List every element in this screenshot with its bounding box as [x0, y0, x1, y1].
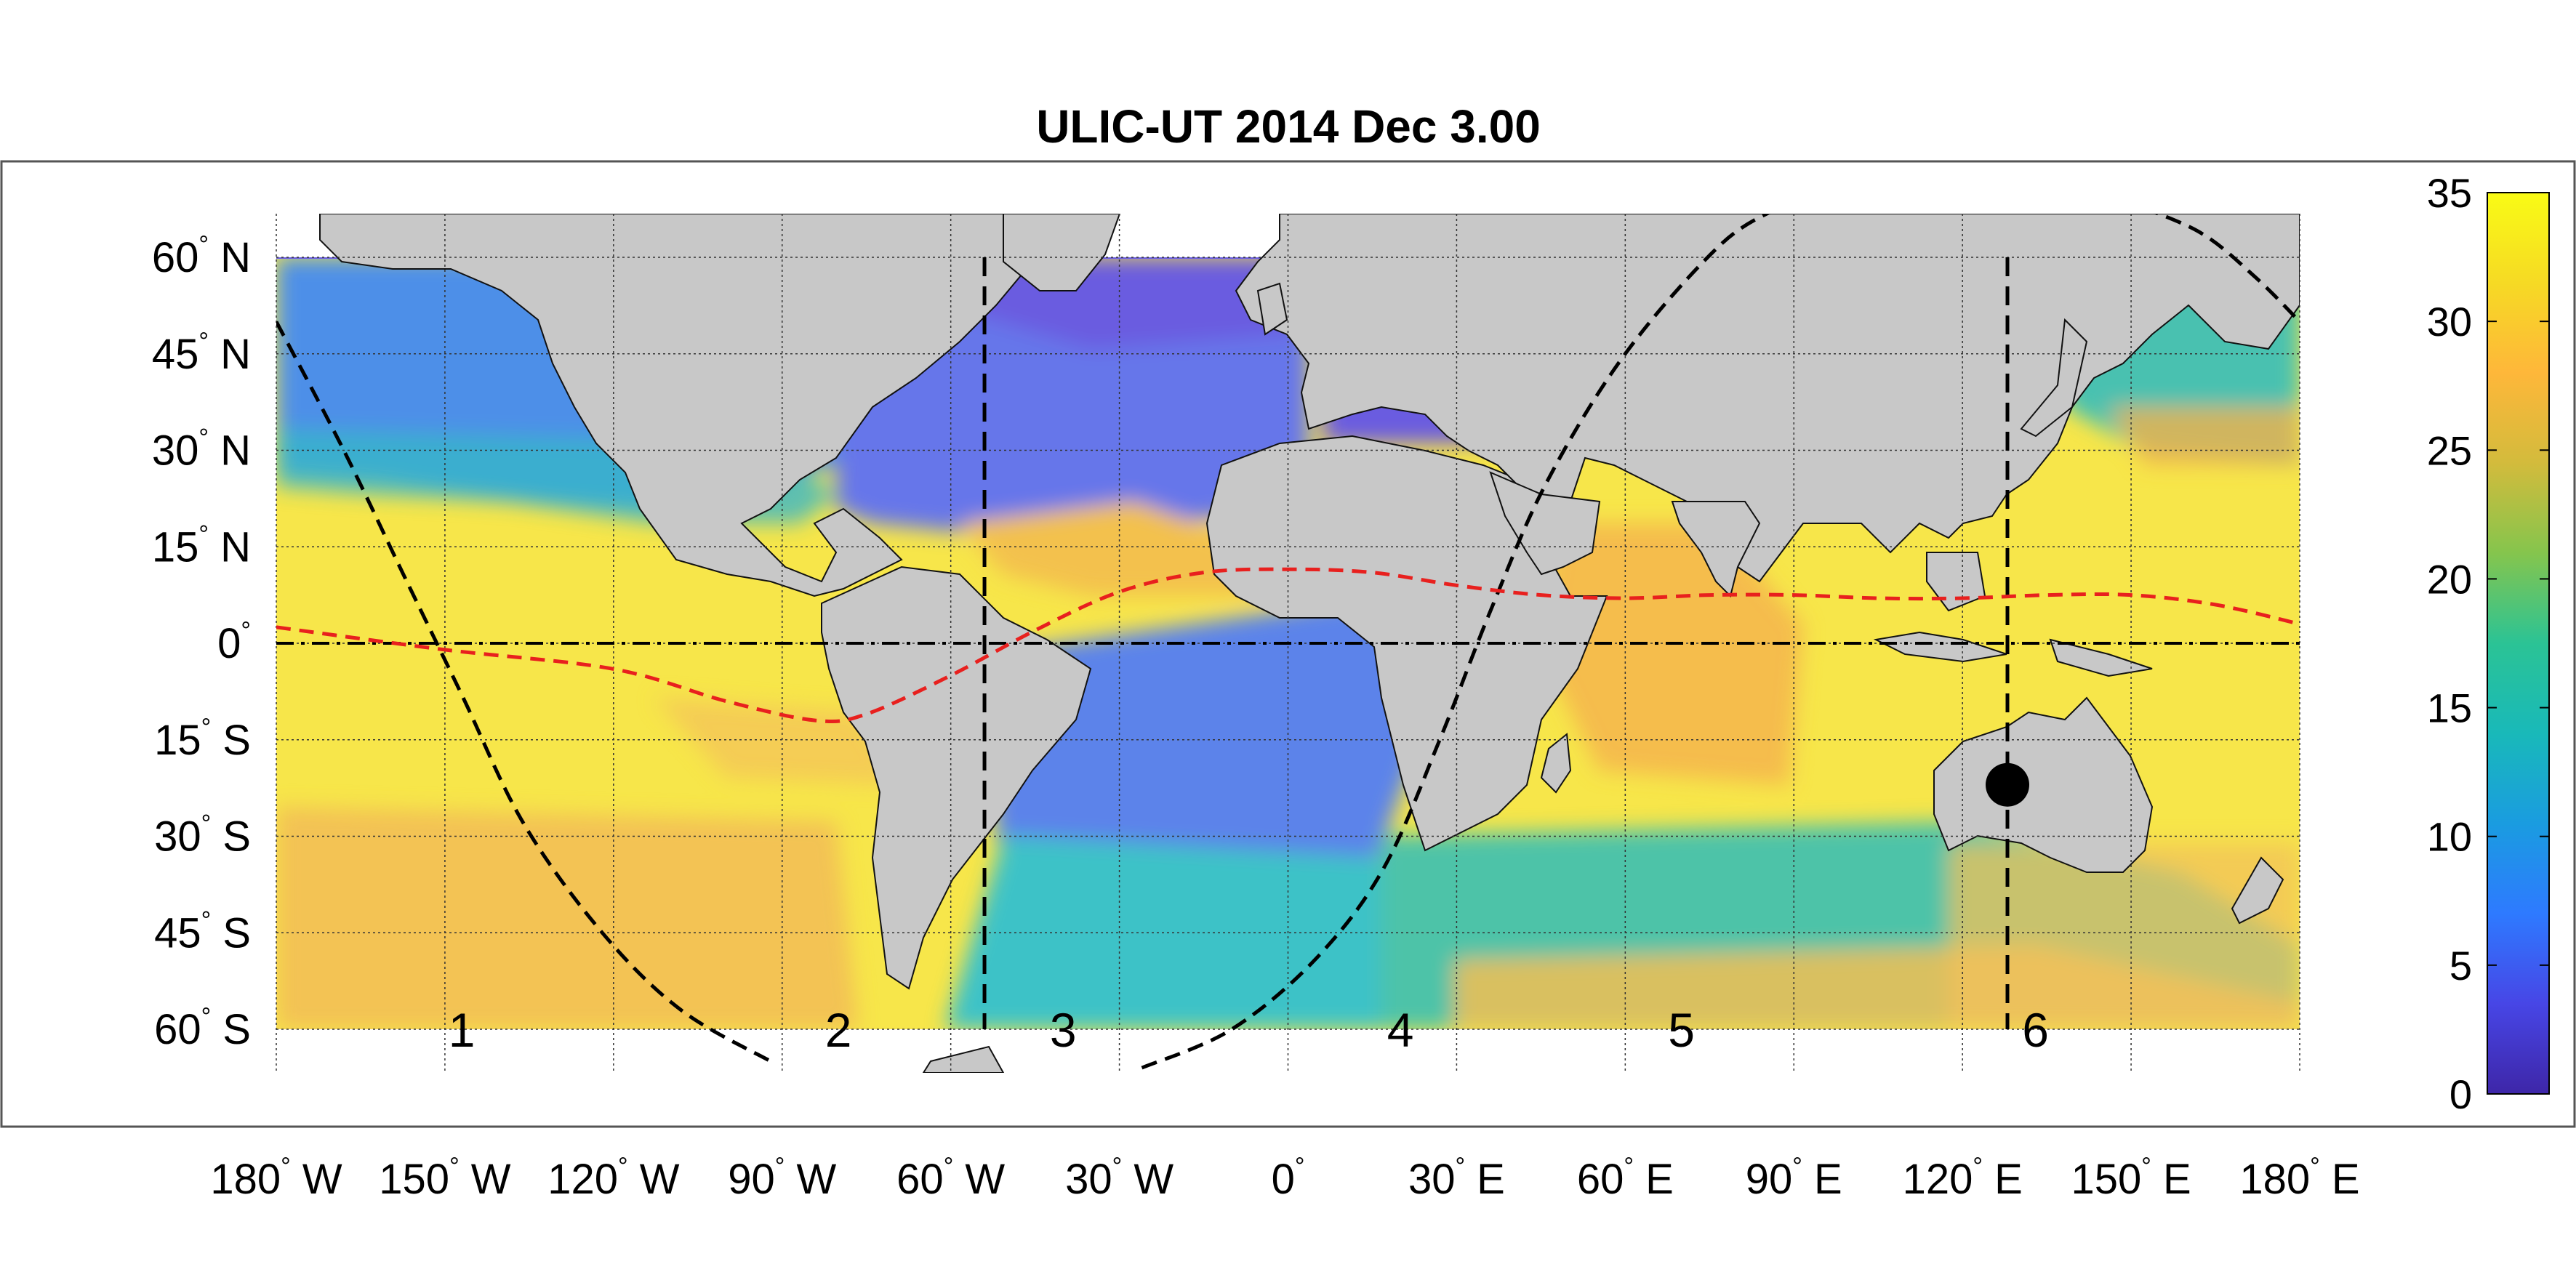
latitude-tick-label: 30° S — [154, 810, 251, 861]
longitude-tick-label: 60° W — [896, 1153, 1005, 1203]
zone-label: 4 — [1387, 1003, 1414, 1057]
terminator-curve — [276, 321, 772, 1063]
zone-label: 6 — [2022, 1003, 2049, 1057]
colorbar-tick-label: 25 — [2427, 427, 2472, 473]
latitude-tick-label: 60° N — [152, 231, 251, 281]
longitude-tick-label: 150° E — [2071, 1153, 2191, 1203]
latitude-tick-label: 0° — [217, 617, 251, 667]
zone-label: 1 — [449, 1003, 476, 1057]
longitude-tick-label: 30° W — [1065, 1153, 1173, 1203]
longitude-tick-label: 150° W — [379, 1153, 511, 1203]
longitude-tick-labels: 180° W 150° W 120° W 90° W 60° W 30° W 0° 30° E… — [210, 1153, 2359, 1203]
colorbar: 0 5 10 15 20 25 30 35 — [2427, 170, 2550, 1117]
longitude-tick-label: 180° E — [2239, 1153, 2359, 1203]
reference-lines — [276, 257, 2300, 1029]
latitude-tick-labels: 60° N 45° N 30° N 15° N 0° 15° S 30° S 45° S 60°… — [152, 231, 251, 1053]
colorbar-ticks: 0 5 10 15 20 25 30 35 — [2427, 170, 2549, 1117]
latitude-tick-label: 30° N — [152, 424, 251, 475]
marker-layer — [1986, 762, 2030, 807]
latitude-tick-label: 45° S — [154, 906, 251, 957]
colorbar-tick-label: 30 — [2427, 299, 2472, 345]
terminator-curve — [1141, 214, 1772, 1070]
terminator-curves — [276, 214, 2300, 1070]
colorbar-tick-label: 15 — [2427, 685, 2472, 731]
colorbar-tick-label: 35 — [2427, 170, 2472, 216]
zone-labels: 1 2 3 4 5 6 — [449, 1003, 2049, 1057]
zone-label: 5 — [1668, 1003, 1695, 1057]
longitude-tick-label: 90° E — [1746, 1153, 1842, 1203]
longitude-tick-label: 120° W — [547, 1153, 680, 1203]
longitude-tick-label: 90° W — [728, 1153, 836, 1203]
latitude-tick-label: 60° S — [154, 1003, 251, 1053]
location-marker — [1986, 762, 2030, 807]
longitude-tick-label: 120° E — [1903, 1153, 2023, 1203]
zone-label: 2 — [825, 1003, 852, 1057]
colorbar-tick-label: 5 — [2449, 943, 2472, 989]
map-title: ULIC-UT 2014 Dec 3.00 — [1036, 100, 1541, 153]
latitude-tick-label: 45° N — [152, 328, 251, 378]
colorbar-tick-label: 10 — [2427, 814, 2472, 860]
longitude-tick-label: 60° E — [1577, 1153, 1674, 1203]
colorbar-gradient — [2487, 192, 2550, 1095]
map-frame — [0, 160, 2576, 1128]
colorbar-tick-label: 20 — [2427, 556, 2472, 602]
longitude-tick-label: 180° W — [210, 1153, 342, 1203]
colorbar-tick-label: 0 — [2449, 1071, 2472, 1117]
latitude-tick-label: 15° S — [154, 714, 251, 764]
longitude-tick-label: 0° — [1272, 1153, 1305, 1203]
latitude-tick-label: 15° N — [152, 520, 251, 571]
zone-label: 3 — [1050, 1003, 1077, 1057]
longitude-tick-label: 30° E — [1408, 1153, 1505, 1203]
